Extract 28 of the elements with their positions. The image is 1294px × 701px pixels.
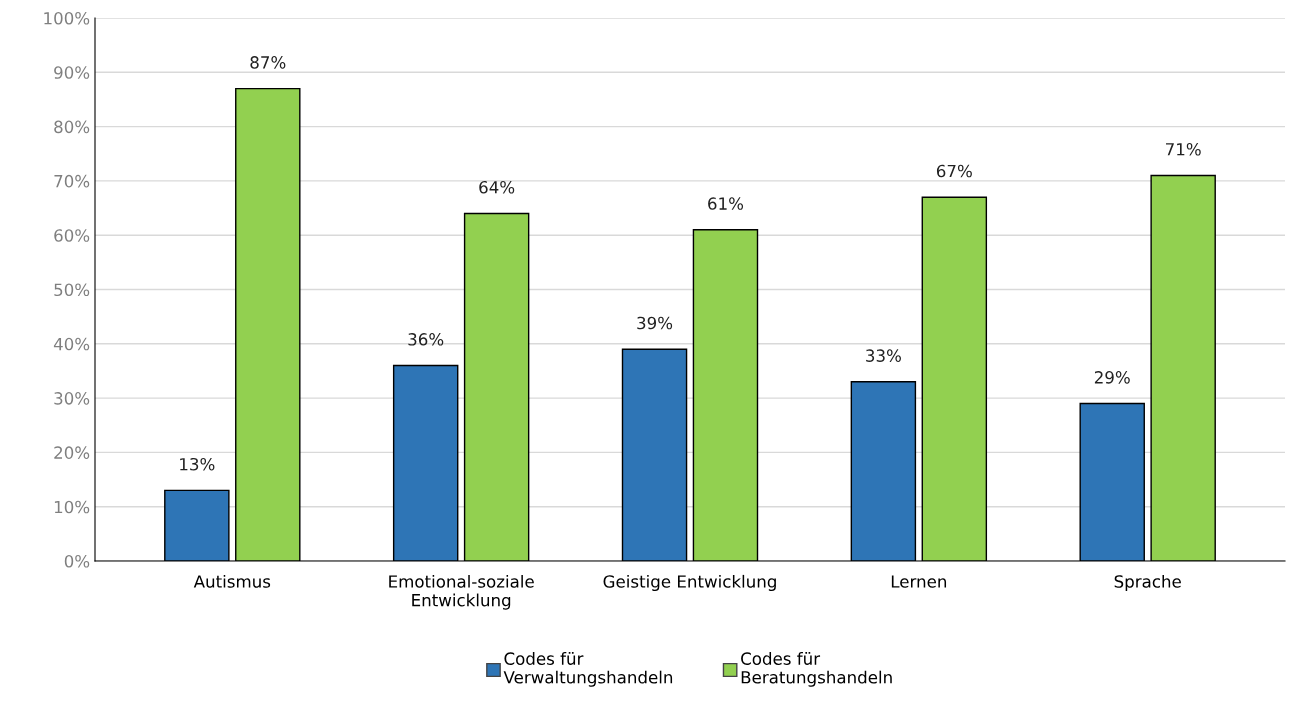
data-label: 36%: [408, 333, 444, 346]
data-label: 33%: [866, 349, 901, 362]
data-label: 67%: [936, 164, 972, 178]
y-tick-label: 90%: [54, 66, 90, 79]
y-tick-label: 100%: [44, 11, 90, 25]
data-label: 71%: [1166, 142, 1201, 156]
y-tick-label: 20%: [54, 446, 90, 459]
y-tick-label: 30%: [54, 392, 90, 405]
data-label: 13%: [180, 457, 215, 471]
x-tick-label: Lernen: [891, 575, 947, 588]
data-label: 87%: [250, 56, 286, 69]
y-tick-label: 80%: [54, 120, 90, 134]
data-label: 64%: [479, 180, 515, 194]
y-tick-label: 60%: [54, 229, 90, 242]
data-label: 61%: [708, 197, 744, 210]
y-tick-label: 10%: [54, 500, 90, 514]
legend-label: Codes für Verwaltungshandeln: [503, 652, 673, 687]
data-label: 39%: [637, 316, 673, 330]
y-tick-label: 0%: [64, 554, 90, 568]
data-label: 29%: [1094, 371, 1130, 384]
legend-label: Codes für Beratungshandeln: [741, 652, 892, 687]
y-tick-label: 70%: [54, 174, 90, 188]
y-tick-label: 40%: [53, 337, 90, 351]
x-tick-label: Geistige Entwicklung: [603, 574, 776, 592]
x-tick-label: Autismus: [193, 574, 271, 588]
y-tick-label: 50%: [54, 283, 90, 297]
x-tick-label: Sprache: [1114, 574, 1181, 592]
x-tick-label: Emotional-soziale Entwicklung: [389, 574, 534, 610]
